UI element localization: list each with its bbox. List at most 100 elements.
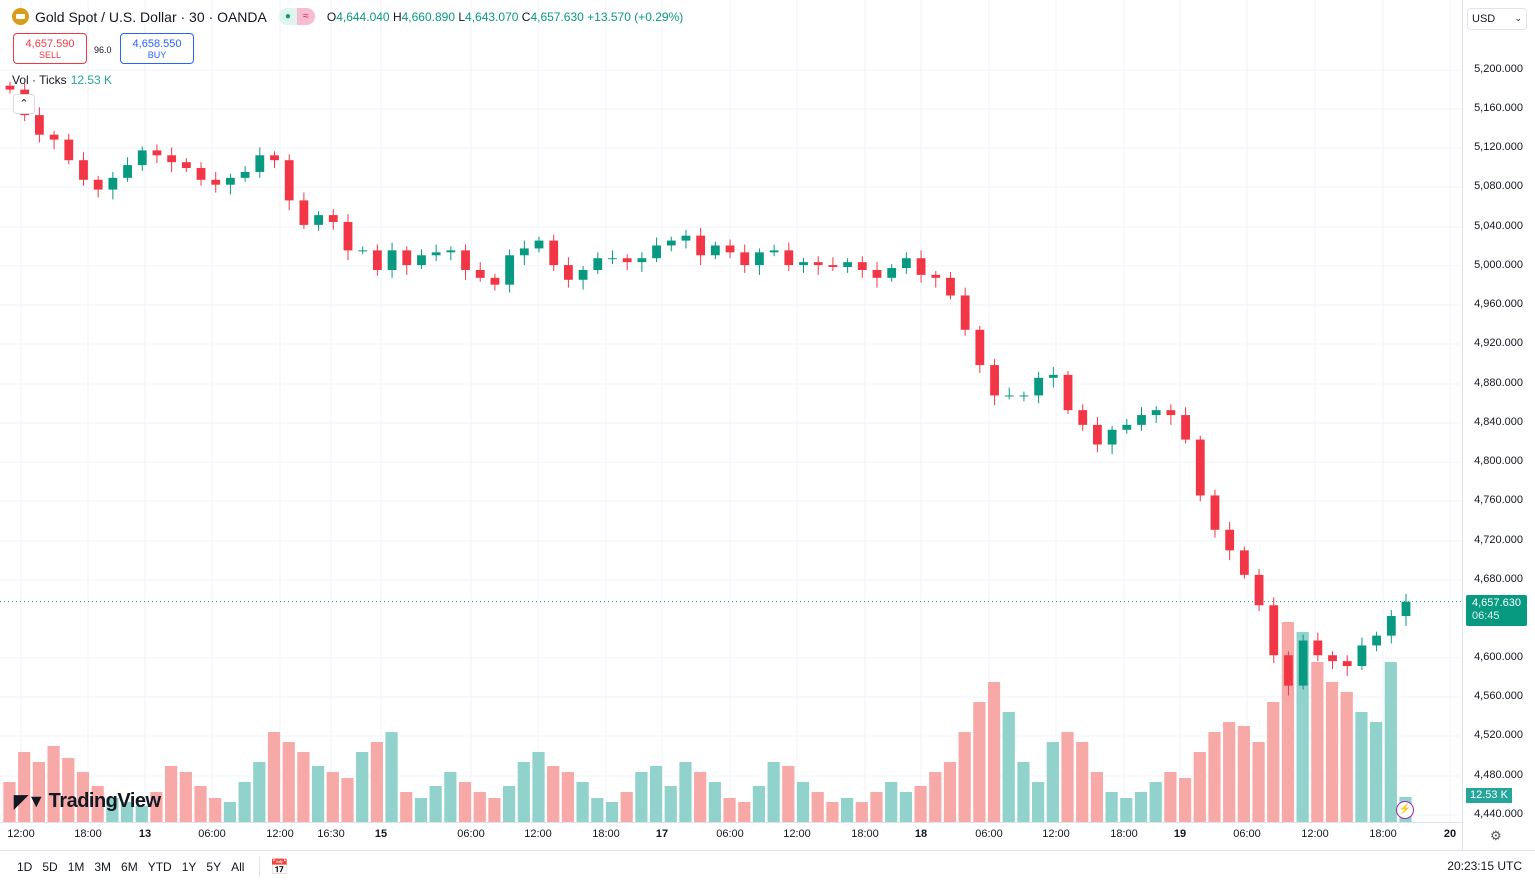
volume-bar (473, 792, 486, 822)
time-tick: 12:00 (1042, 828, 1070, 840)
time-tick: 15 (374, 828, 388, 840)
volume-bar (752, 786, 766, 822)
candle (1225, 529, 1235, 551)
range-6m[interactable]: 6M (121, 859, 138, 874)
candle (1004, 395, 1014, 397)
price-chart[interactable] (0, 0, 1462, 850)
volume-bar (253, 762, 266, 822)
candle (299, 200, 309, 225)
candle (769, 250, 779, 253)
volume-bar (635, 772, 648, 822)
candle (593, 258, 603, 270)
time-tick: 18:00 (851, 828, 879, 840)
sell-button[interactable]: 4,657.590 SELL (13, 33, 87, 64)
range-1m[interactable]: 1M (67, 859, 85, 874)
volume-bar (767, 762, 780, 822)
time-tick: 06:00 (716, 828, 744, 840)
last-volume-label: 12.53 K (1466, 788, 1512, 803)
candle (1181, 415, 1190, 440)
volume-bar (62, 758, 75, 822)
volume-bar (429, 786, 442, 822)
candle (1048, 374, 1058, 378)
range-1d[interactable]: 1D (17, 859, 33, 874)
volume-bar (370, 742, 383, 822)
volume-bar (532, 752, 545, 822)
time-tick: 06:00 (457, 828, 485, 840)
price-axis[interactable]: 5,200.000 5,160.000 5,120.000 5,080.000 5,04… (1462, 0, 1535, 850)
candle (696, 235, 706, 256)
range-ytd[interactable]: YTD (147, 859, 172, 874)
volume-bar (150, 792, 163, 822)
price-tick: 5,120.000 (1474, 141, 1523, 153)
candle (1210, 495, 1220, 530)
candle (152, 150, 162, 156)
price-tick: 4,680.000 (1474, 573, 1523, 585)
volume-bar (561, 772, 575, 822)
candle (1313, 640, 1323, 656)
currency-select[interactable]: USD ⌄ (1467, 8, 1527, 30)
volume-bar (3, 782, 16, 822)
candle (1122, 424, 1132, 430)
candle (1137, 415, 1146, 425)
settings-icon[interactable]: ⚙ (1490, 828, 1502, 843)
time-tick: 20 (1443, 828, 1457, 840)
clock[interactable]: 20:23:15 UTC (1447, 859, 1522, 873)
volume-bar (179, 772, 192, 822)
candle (1034, 377, 1044, 396)
candle (1284, 655, 1293, 686)
candle (1063, 374, 1073, 411)
market-status[interactable]: ● ≈ (278, 8, 315, 25)
volume-bar (32, 762, 46, 822)
candle (901, 258, 911, 269)
volume-bar (1252, 742, 1265, 822)
buy-button[interactable]: 4,658.550 BUY (120, 33, 194, 64)
price-tick: 4,480.000 (1474, 769, 1523, 781)
goto-date-icon[interactable]: 📅 (270, 858, 290, 876)
volume-bar (194, 786, 207, 822)
candle (123, 165, 132, 178)
volume-bar (209, 798, 222, 822)
candle (857, 262, 867, 270)
volume-bar (576, 782, 589, 822)
collapse-legend-button[interactable]: ⌃ (13, 94, 35, 114)
volume-bar (796, 782, 810, 822)
price-tick: 4,840.000 (1474, 416, 1523, 428)
symbol-title[interactable]: Gold Spot / U.S. Dollar · 30 · OANDA (35, 8, 267, 25)
candle (843, 262, 853, 268)
candle (93, 179, 103, 190)
candle (1019, 395, 1029, 397)
time-tick: 19 (1173, 828, 1187, 840)
volume-bar (458, 782, 472, 822)
volume-bar (1032, 782, 1045, 822)
candle (314, 215, 323, 225)
volume-bar (488, 798, 501, 822)
candle (328, 215, 338, 222)
candle (387, 250, 397, 270)
tradingview-logo[interactable]: ◤▼ TradingView (14, 790, 161, 812)
chevron-down-icon: ⌄ (1514, 13, 1522, 23)
symbol-header: Gold Spot / U.S. Dollar · 30 · OANDA ● ≈ … (12, 8, 683, 25)
candle (49, 134, 59, 140)
volume-bar (1384, 662, 1397, 822)
candle (872, 269, 882, 278)
candle (79, 160, 88, 180)
candle (931, 274, 941, 278)
candle (402, 250, 412, 266)
candle (358, 250, 368, 252)
range-1y[interactable]: 1Y (181, 859, 197, 874)
range-3m[interactable]: 3M (94, 859, 112, 874)
price-tick: 4,520.000 (1474, 729, 1523, 741)
time-tick: 06:00 (198, 828, 226, 840)
range-5d[interactable]: 5D (42, 859, 58, 874)
candle (1328, 655, 1337, 662)
volume-bar (1046, 742, 1059, 822)
time-tick: 16:30 (317, 828, 345, 840)
range-all[interactable]: All (231, 859, 245, 874)
time-tick: 12:00 (7, 828, 35, 840)
time-tick: 13 (138, 828, 152, 840)
price-tick: 5,000.000 (1474, 259, 1523, 271)
range-5y[interactable]: 5Y (206, 859, 222, 874)
volume-bar (811, 792, 824, 822)
lightning-icon[interactable]: ⚡ (1396, 801, 1414, 819)
volume-bar (223, 802, 237, 822)
